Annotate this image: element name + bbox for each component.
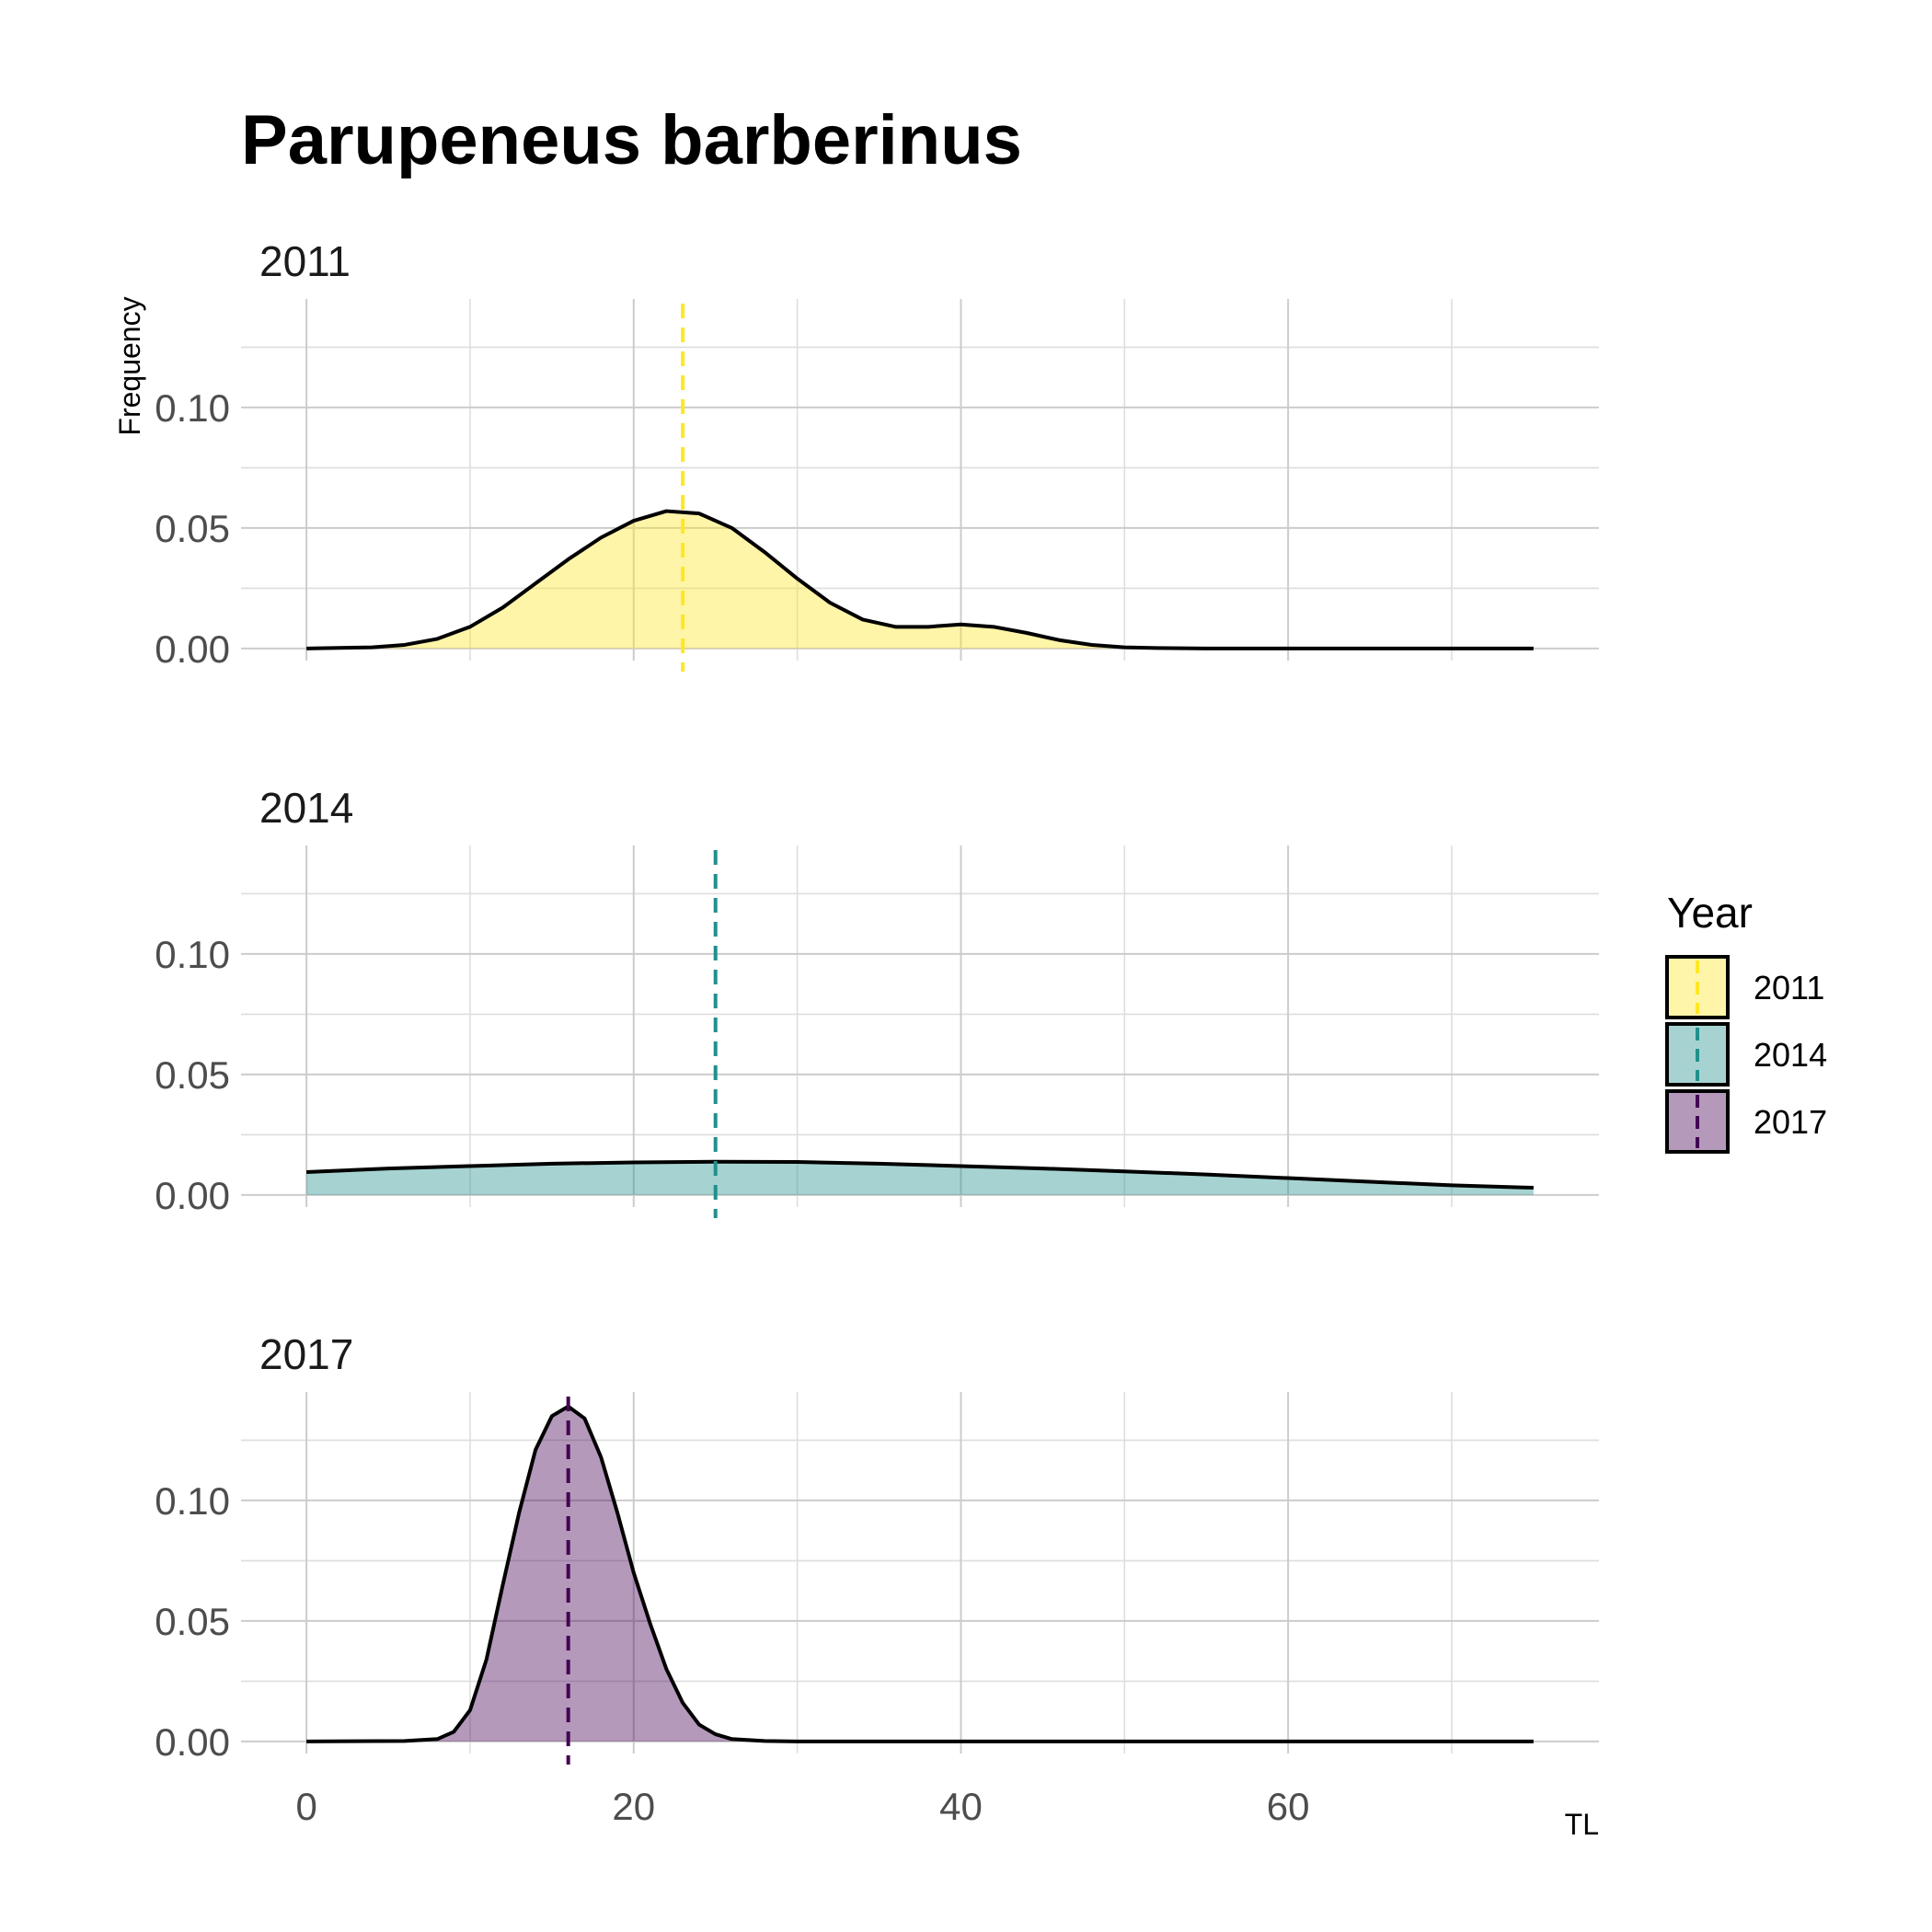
- facet-panel-2014: 2014 0.00 0.05 0.10: [155, 784, 1599, 1218]
- density-line-2014: [306, 1159, 1534, 1190]
- y-tick-label: 0.10: [155, 1479, 230, 1523]
- facet-panel-2011: 2011 0.00 0.05 0.10: [155, 237, 1599, 672]
- y-tick-label: 0.00: [155, 627, 230, 671]
- y-tick-label: 0.05: [155, 1053, 230, 1097]
- facet-panels: 2011 0.00 0.05 0.10 2014 0.00 0.05 0.10 2017 0.00…: [155, 237, 1599, 1828]
- legend-item-2011: 2011: [1665, 955, 1824, 1019]
- facet-label-2011: 2011: [259, 237, 351, 285]
- y-tick-label: 0.00: [155, 1720, 230, 1764]
- density-area-2014: [306, 1161, 1534, 1195]
- legend-item-2014: 2014: [1665, 1022, 1827, 1087]
- y-axis-title: Frequency: [113, 296, 146, 435]
- legend-item-2017: 2017: [1665, 1089, 1827, 1154]
- legend-label-2014: 2014: [1754, 1036, 1827, 1074]
- chart-title: Parupeneus barberinus: [241, 101, 1022, 179]
- y-tick-label: 0.10: [155, 386, 230, 430]
- density-line-2017: [306, 1404, 1534, 1743]
- density-area-2017: [306, 1406, 1534, 1742]
- x-tick-label: 0: [295, 1785, 316, 1828]
- legend: Year 2011 2014 2017: [1665, 889, 1827, 1154]
- y-tick-label: 0.00: [155, 1174, 230, 1217]
- facet-label-2017: 2017: [259, 1330, 353, 1378]
- density-line-2011: [306, 509, 1534, 650]
- legend-title: Year: [1667, 889, 1753, 937]
- legend-label-2017: 2017: [1754, 1103, 1827, 1141]
- density-area-2011: [306, 511, 1534, 649]
- y-tick-label: 0.10: [155, 933, 230, 976]
- x-tick-label: 20: [612, 1785, 655, 1828]
- facet-panel-2017: 2017 0.00 0.05 0.10 0 20 40 60: [155, 1330, 1599, 1828]
- x-tick-label: 60: [1267, 1785, 1310, 1828]
- x-axis-title: TL: [1565, 1808, 1599, 1841]
- facet-label-2014: 2014: [259, 784, 353, 832]
- legend-label-2011: 2011: [1754, 969, 1824, 1006]
- y-tick-label: 0.05: [155, 1600, 230, 1643]
- x-tick-label: 40: [939, 1785, 983, 1828]
- y-tick-label: 0.05: [155, 507, 230, 550]
